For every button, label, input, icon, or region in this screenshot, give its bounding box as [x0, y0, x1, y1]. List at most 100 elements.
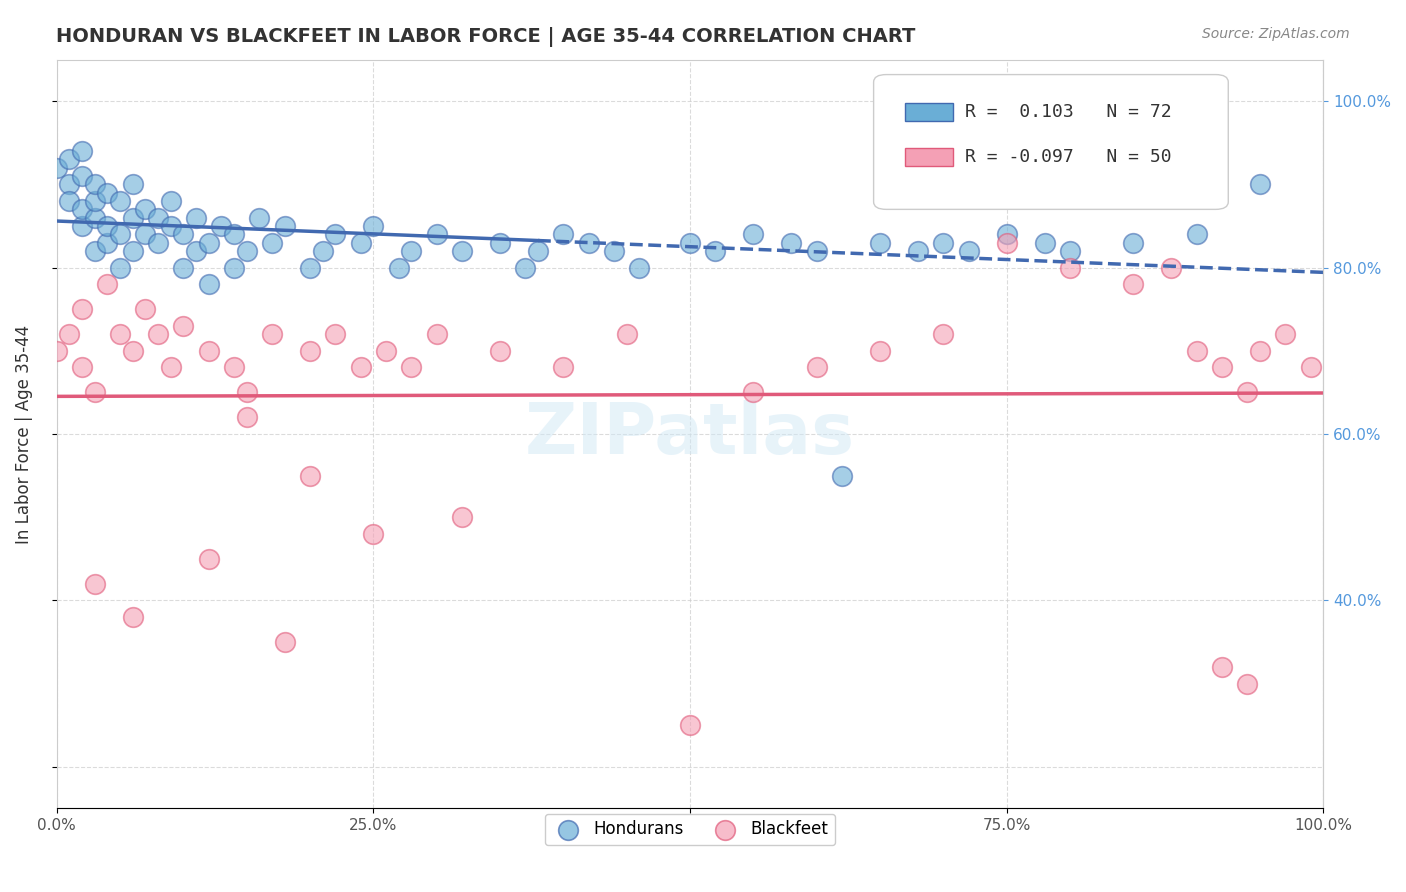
Text: R =  0.103   N = 72: R = 0.103 N = 72: [966, 103, 1173, 121]
Point: [806, 244, 828, 258]
Point: [527, 244, 550, 258]
Point: [957, 244, 980, 258]
Point: [869, 235, 891, 250]
Point: [83, 178, 105, 192]
Point: [1249, 178, 1271, 192]
Point: [70, 360, 93, 375]
Point: [1059, 244, 1081, 258]
Point: [159, 219, 181, 233]
Point: [1299, 360, 1322, 375]
FancyBboxPatch shape: [905, 103, 953, 121]
Point: [553, 360, 575, 375]
Point: [349, 235, 371, 250]
Point: [121, 244, 143, 258]
Point: [323, 327, 346, 342]
Point: [995, 235, 1018, 250]
Point: [323, 227, 346, 242]
Point: [146, 327, 169, 342]
Point: [134, 202, 156, 217]
Point: [83, 244, 105, 258]
Text: HONDURAN VS BLACKFEET IN LABOR FORCE | AGE 35-44 CORRELATION CHART: HONDURAN VS BLACKFEET IN LABOR FORCE | A…: [56, 27, 915, 46]
Point: [70, 144, 93, 158]
Point: [831, 468, 853, 483]
Point: [96, 186, 118, 200]
Point: [121, 343, 143, 358]
Point: [1122, 277, 1144, 292]
Point: [45, 343, 67, 358]
Point: [70, 202, 93, 217]
Point: [222, 227, 245, 242]
Point: [121, 211, 143, 225]
Point: [995, 227, 1018, 242]
Point: [628, 260, 651, 275]
Point: [349, 360, 371, 375]
Point: [146, 235, 169, 250]
Point: [311, 244, 333, 258]
Point: [679, 718, 702, 732]
Point: [489, 343, 512, 358]
Point: [197, 235, 219, 250]
Point: [1236, 676, 1258, 690]
Point: [1185, 227, 1208, 242]
Legend: Hondurans, Blackfeet: Hondurans, Blackfeet: [546, 814, 835, 845]
Point: [401, 244, 423, 258]
Point: [96, 277, 118, 292]
Point: [146, 211, 169, 225]
Point: [58, 153, 80, 167]
Point: [361, 527, 384, 541]
Point: [121, 610, 143, 624]
Point: [679, 235, 702, 250]
Point: [361, 219, 384, 233]
Point: [96, 235, 118, 250]
Point: [96, 219, 118, 233]
Point: [58, 194, 80, 208]
Point: [108, 194, 131, 208]
Point: [374, 343, 396, 358]
Point: [83, 194, 105, 208]
Point: [58, 178, 80, 192]
Point: [298, 468, 321, 483]
Point: [70, 302, 93, 317]
Point: [222, 360, 245, 375]
Point: [869, 343, 891, 358]
Point: [197, 551, 219, 566]
Point: [1274, 327, 1296, 342]
Text: Source: ZipAtlas.com: Source: ZipAtlas.com: [1202, 27, 1350, 41]
Point: [742, 385, 765, 400]
Point: [1249, 343, 1271, 358]
Point: [70, 219, 93, 233]
Point: [260, 235, 283, 250]
Point: [451, 244, 474, 258]
Point: [426, 327, 449, 342]
Point: [184, 244, 207, 258]
Point: [108, 260, 131, 275]
Point: [298, 343, 321, 358]
Point: [108, 327, 131, 342]
Point: [45, 161, 67, 175]
Point: [553, 227, 575, 242]
Point: [273, 219, 295, 233]
Point: [209, 219, 232, 233]
Point: [780, 235, 803, 250]
Point: [172, 260, 194, 275]
Point: [197, 277, 219, 292]
Point: [83, 385, 105, 400]
Point: [1211, 360, 1233, 375]
Point: [932, 327, 955, 342]
Point: [83, 211, 105, 225]
Text: R = -0.097   N = 50: R = -0.097 N = 50: [966, 148, 1173, 166]
Point: [273, 635, 295, 649]
Point: [1211, 660, 1233, 674]
Text: ZIPatlas: ZIPatlas: [524, 400, 855, 468]
Point: [1160, 260, 1182, 275]
Point: [247, 211, 270, 225]
Point: [616, 327, 638, 342]
Point: [159, 194, 181, 208]
FancyBboxPatch shape: [905, 147, 953, 166]
Point: [260, 327, 283, 342]
Point: [235, 385, 257, 400]
Point: [134, 302, 156, 317]
Point: [197, 343, 219, 358]
Point: [932, 235, 955, 250]
Point: [1185, 343, 1208, 358]
